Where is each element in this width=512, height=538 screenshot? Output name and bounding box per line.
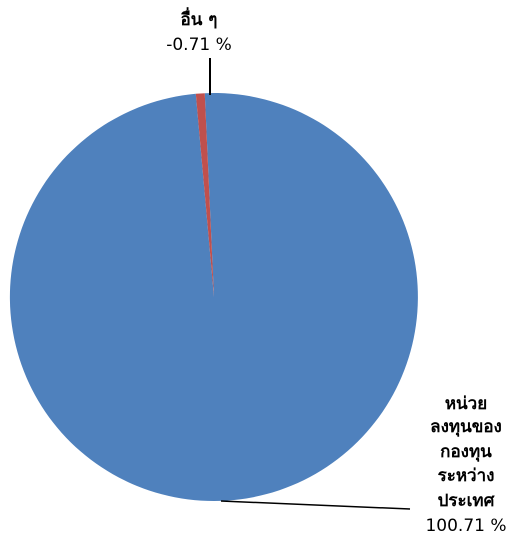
slice-label-main-name-line-2: ลงทุนของ: [430, 417, 502, 437]
slice-label-others-name: อื่น ๆ: [181, 7, 218, 30]
leader-line-main: [220, 500, 411, 510]
slice-label-main-value: 100.71 %: [425, 516, 506, 536]
pie-slice-others: [195, 93, 214, 298]
slice-label-main-name-line-3: กองทุน: [440, 442, 492, 462]
slice-label-main-name-line-4: ระหว่าง: [438, 466, 495, 486]
pie-slice-main: [9, 93, 418, 502]
slice-label-others-value: -0.71 %: [166, 35, 232, 55]
slice-label-main-name-line-5: ประเทศ: [438, 491, 496, 511]
pie-slices: [9, 93, 418, 502]
slice-label-main-name-line-1: หน่วย: [445, 394, 487, 414]
